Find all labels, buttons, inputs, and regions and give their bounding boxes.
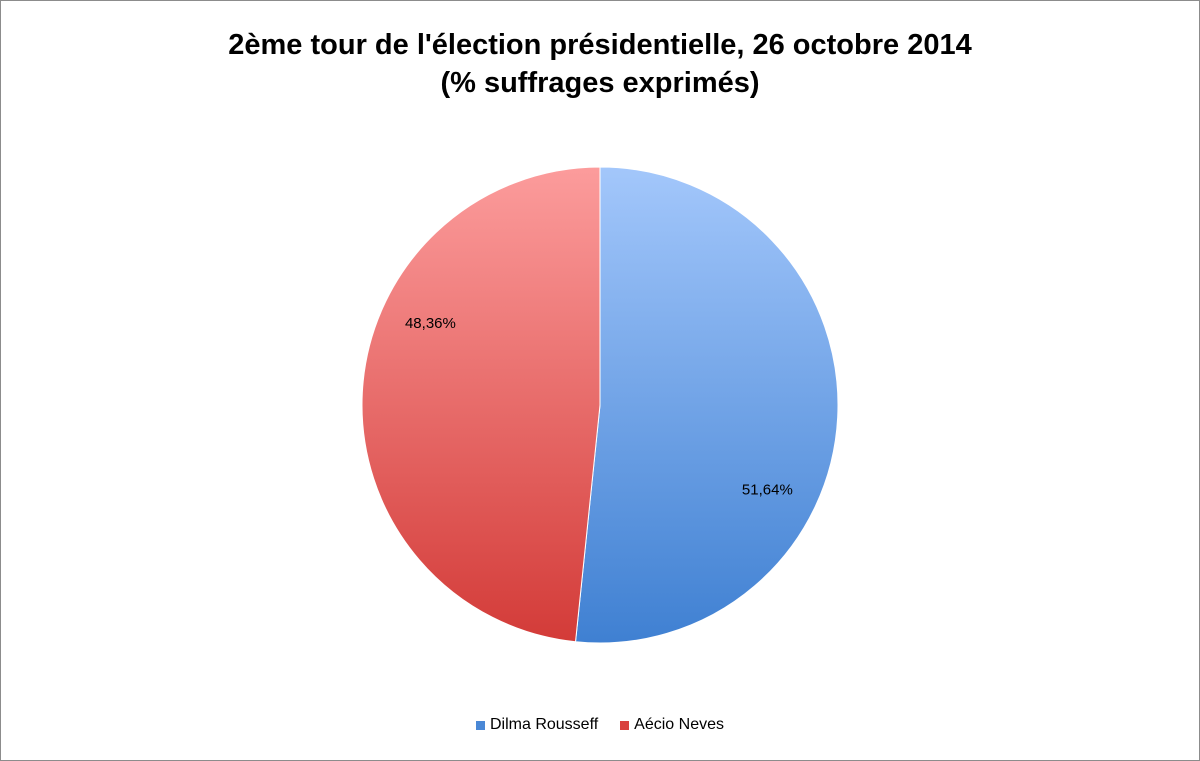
legend-label-dilma-rousseff: Dilma Rousseff: [489, 716, 599, 733]
pie-slice-aecio-neves: [361, 166, 601, 643]
chart-title-line-1: 2ème tour de l'élection présidentielle, …: [228, 29, 972, 61]
chart-title: 2ème tour de l'élection présidentielle, …: [0, 26, 1200, 102]
pie-label-aecio-neves: 48,36%: [405, 315, 456, 332]
pie-slice-labels: 51,64% 48,36%: [405, 315, 793, 499]
pie-slice-dilma-rousseff: [574, 166, 839, 644]
legend: Dilma Rousseff Aécio Neves: [0, 716, 1200, 734]
pie-slices: [361, 166, 839, 644]
legend-item-dilma-rousseff: Dilma Rousseff: [475, 716, 599, 734]
chart-title-line-2: (% suffrages exprimés): [440, 67, 760, 99]
legend-label-aecio-neves: Aécio Neves: [634, 716, 724, 733]
legend-item-aecio-neves: Aécio Neves: [620, 716, 724, 734]
legend-swatch-dilma-rousseff: [475, 720, 485, 730]
pie-label-dilma-rousseff: 51,64%: [742, 482, 793, 499]
legend-swatch-aecio-neves: [620, 720, 630, 730]
